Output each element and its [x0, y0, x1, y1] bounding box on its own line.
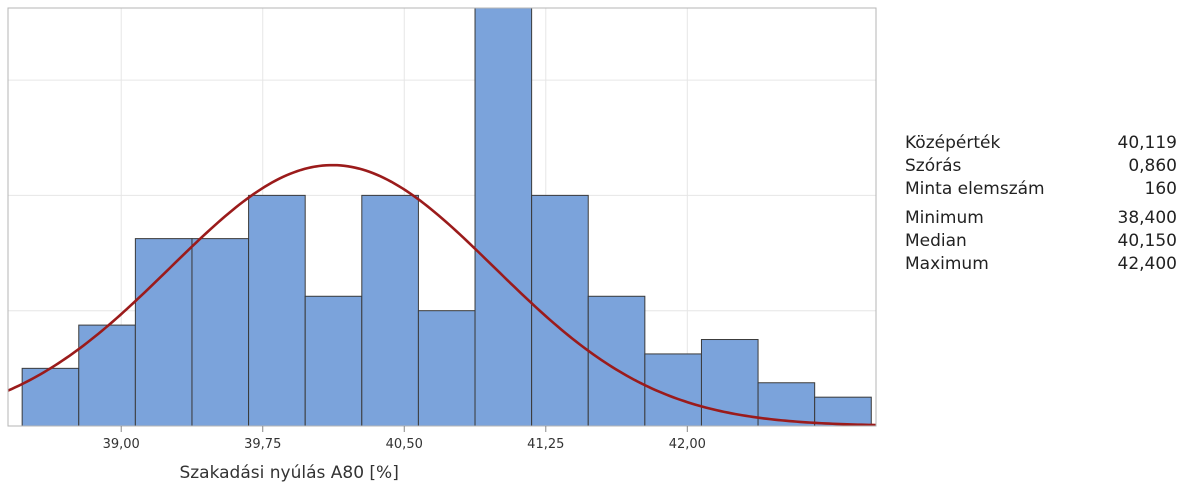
histogram-bar: [474, 7, 533, 427]
stat-label: Maximum: [905, 254, 989, 274]
histogram-bar: [78, 324, 136, 427]
histogram-bar: [248, 194, 306, 427]
histogram-bar: [814, 396, 872, 427]
stat-row-mean: Középérték 40,119: [905, 132, 1177, 155]
plot-frame: [7, 7, 877, 427]
stat-row-n: Minta elemszám 160: [905, 178, 1177, 201]
statistics-table: Középérték 40,119 Szórás 0,860 Minta ele…: [905, 132, 1177, 276]
histogram-bars: [21, 7, 872, 427]
histogram-bar: [417, 310, 476, 427]
stat-label: Szórás: [905, 156, 962, 176]
stat-label: Minimum: [905, 208, 984, 228]
histogram-bar: [191, 238, 250, 427]
stat-value: 38,400: [1117, 208, 1177, 228]
x-axis-ticks: 39,00 39,75 40,50 41,25 42,00: [103, 426, 706, 452]
normal-curve-line: [7, 163, 877, 427]
histogram-bar: [134, 238, 193, 427]
stat-value: 40,119: [1117, 133, 1177, 153]
stat-row-sd: Szórás 0,860: [905, 155, 1177, 178]
x-tick-label: 42,00: [669, 437, 706, 452]
x-tick-label: 40,50: [386, 437, 423, 452]
stat-value: 0,860: [1128, 156, 1177, 176]
stat-value: 160: [1144, 179, 1177, 199]
histogram-bar: [587, 295, 646, 427]
stat-label: Minta elemszám: [905, 179, 1045, 199]
histogram-bar: [304, 295, 363, 427]
stat-row-median: Median 40,150: [905, 230, 1177, 253]
histogram-bar: [21, 367, 80, 427]
stat-value: 40,150: [1117, 231, 1177, 251]
x-tick-label: 39,75: [244, 437, 281, 452]
stat-value: 42,400: [1117, 254, 1177, 274]
stat-label: Középérték: [905, 133, 1001, 153]
histogram-bar: [361, 194, 419, 427]
stat-row-minimum: Minimum 38,400: [905, 207, 1177, 230]
stat-row-maximum: Maximum 42,400: [905, 253, 1177, 276]
x-tick-label: 39,00: [103, 437, 140, 452]
x-tick-label: 41,25: [527, 437, 564, 452]
stat-label: Median: [905, 231, 967, 251]
normal-fit-curve: [7, 163, 877, 427]
x-axis-title: Szakadási nyúlás A80 [%]: [179, 463, 398, 483]
